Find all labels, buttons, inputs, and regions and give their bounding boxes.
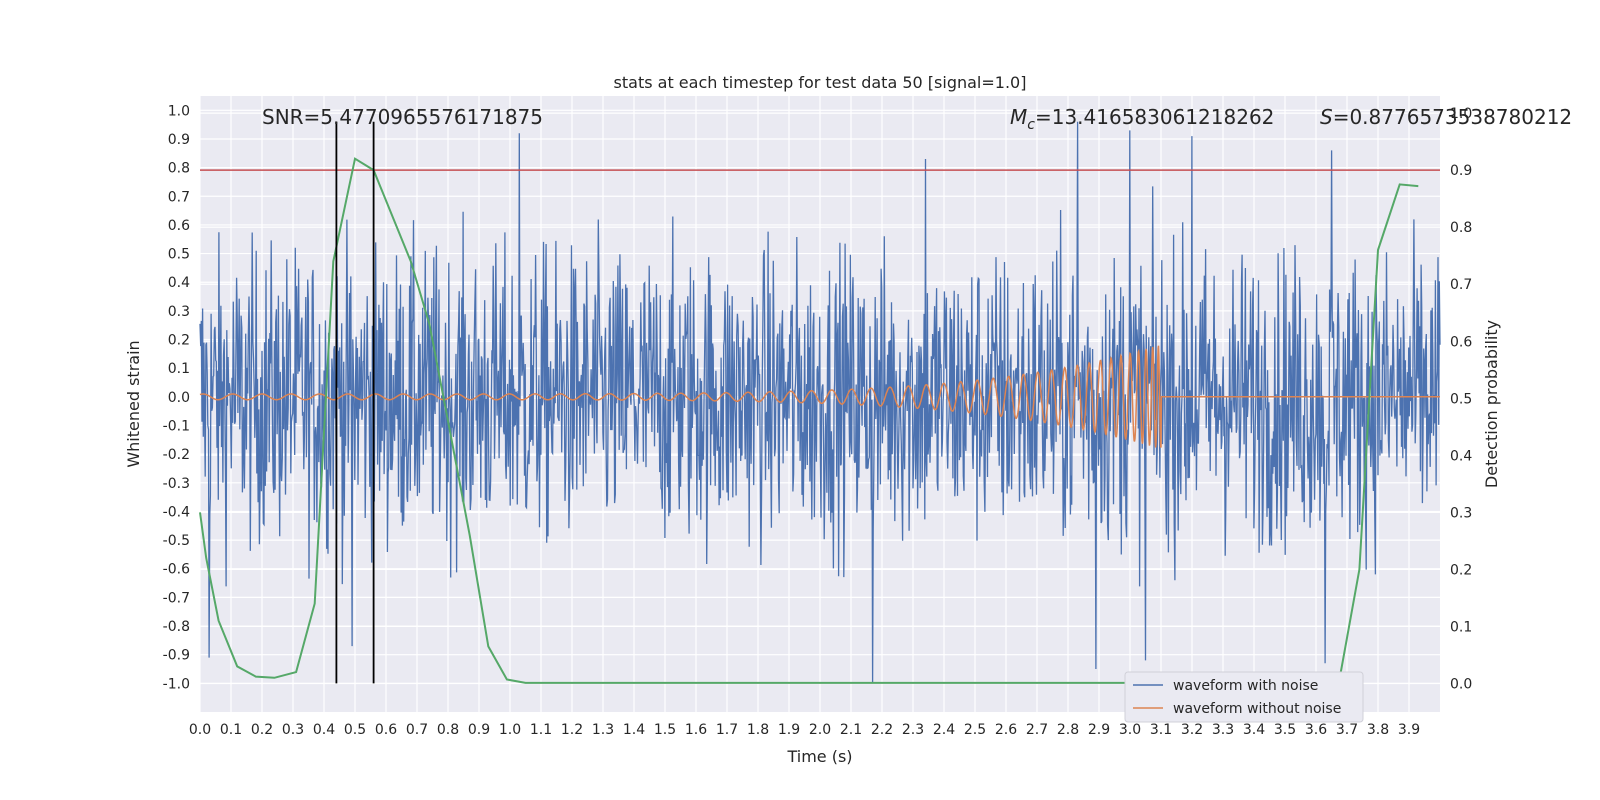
x-tick-label: 0.1 [220,722,242,738]
s-value: =0.8776573538780212 [1333,105,1572,129]
y-tick-label: 0.3 [168,304,190,320]
x-tick-label: 0.9 [468,722,490,738]
x-tick-label: 2.4 [933,722,955,738]
mc-value: =13.416583061218262 [1035,105,1274,129]
vertical-markers [335,121,375,684]
s-annotation: S=0.8776573538780212 [1320,105,1572,129]
y-tick-labels: 1.0 0.9 0.8 0.7 0.6 0.5 0.4 0.3 0.2 0.1 0.0 -0.1 -0.… [163,103,190,692]
legend-label-noise: waveform with noise [1173,678,1318,694]
x-tick-label: 3.2 [1181,722,1203,738]
x-tick-label: 3.8 [1367,722,1389,738]
x-tick-label: 0.5 [344,722,366,738]
y-right-tick-label: 0.5 [1450,391,1472,407]
x-tick-label: 3.1 [1150,722,1172,738]
mc-symbol: M [1010,105,1027,129]
y-right-tick-label: 0.3 [1450,505,1472,521]
x-tick-label: 0.3 [282,722,304,738]
x-tick-label: 1.2 [561,722,583,738]
noise-line [199,121,1441,684]
mc-annotation: Mc=13.416583061218262 [1010,105,1274,133]
legend-box [1124,671,1364,723]
x-tick-label: 3.4 [1243,722,1265,738]
x-tick-label: 2.1 [840,722,862,738]
x-tick-label: 3.7 [1336,722,1358,738]
x-tick-label: 1.5 [654,722,676,738]
y-tick-label: 0.7 [168,189,190,205]
y-tick-label: -1.0 [163,676,190,692]
y-tick-label: 0.4 [168,275,190,291]
x-tick-label: 0.4 [313,722,335,738]
y-tick-label: 0.9 [168,132,190,148]
x-tick-label: 3.0 [1119,722,1141,738]
x-tick-label: 0.8 [437,722,459,738]
y-tick-label: 0.6 [168,218,190,234]
x-tick-label: 3.6 [1305,722,1327,738]
y-tick-label: -0.7 [163,590,190,606]
y-tick-label: -0.1 [163,418,190,434]
x-tick-label: 3.9 [1398,722,1420,738]
y-right-tick-label: 0.4 [1450,448,1472,464]
x-tick-label: 2.3 [902,722,924,738]
y-tick-label: -0.3 [163,476,190,492]
y-tick-label: 0.2 [168,333,190,349]
x-tick-label: 1.9 [778,722,800,738]
y-right-tick-label: 0.9 [1450,163,1472,179]
x-tick-label: 0.7 [406,722,428,738]
y-tick-label: 0.8 [168,161,190,177]
x-tick-labels: 0.0 0.1 0.2 0.3 0.4 0.5 0.6 0.7 0.8 0.9 1.0 1.1 1.2 1… [189,722,1420,738]
x-tick-label: 2.8 [1057,722,1079,738]
x-tick-label: 1.1 [530,722,552,738]
mc-subscript: c [1027,117,1035,133]
x-tick-label: 1.0 [499,722,521,738]
y-axis-label: Whitened strain [124,340,143,467]
x-tick-label: 3.3 [1212,722,1234,738]
y-tick-label: 0.5 [168,247,190,263]
legend-label-clean: waveform without noise [1173,701,1341,717]
y-right-tick-label: 0.6 [1450,334,1472,350]
series-waveform-without-noise [199,345,1440,448]
y-tick-label: 1.0 [168,103,190,119]
y-tick-label: 0.0 [168,390,190,406]
y-right-tick-label: 0.8 [1450,220,1472,236]
x-tick-label: 2.0 [809,722,831,738]
y-tick-label: -0.5 [163,533,190,549]
x-tick-label: 2.2 [871,722,893,738]
y-tick-label: -0.4 [163,504,190,520]
snr-annotation: SNR=5.4770965576171875 [262,105,543,129]
x-tick-label: 1.3 [592,722,614,738]
x-axis-label: Time (s) [786,747,852,766]
x-tick-label: 0.6 [375,722,397,738]
series-waveform-with-noise [199,121,1441,684]
y-right-tick-label: 0.2 [1450,562,1472,578]
y-right-tick-label: 0.1 [1450,619,1472,635]
x-tick-label: 2.7 [1026,722,1048,738]
x-tick-label: 3.5 [1274,722,1296,738]
y-right-tick-label: 1.0 [1450,106,1472,122]
chirp-line [199,345,1440,448]
x-tick-label: 1.4 [623,722,645,738]
x-tick-label: 1.7 [716,722,738,738]
x-tick-label: 2.6 [995,722,1017,738]
x-tick-label: 1.8 [747,722,769,738]
y-tick-label: -0.6 [163,562,190,578]
y-tick-label: -0.2 [163,447,190,463]
y-tick-label: 0.1 [168,361,190,377]
chart-title: stats at each timestep for test data 50 … [614,73,1027,92]
x-tick-label: 0.0 [189,722,211,738]
x-tick-label: 2.5 [964,722,986,738]
s-symbol: S [1320,105,1333,129]
x-tick-label: 0.2 [251,722,273,738]
y-tick-label: -0.8 [163,619,190,635]
y-right-tick-label: 0.0 [1450,676,1472,692]
y-right-tick-labels: 1.0 0.9 0.8 0.7 0.6 0.5 0.4 0.3 0.2 0.1 0.0 [1450,106,1472,692]
legend: waveform with noise waveform without noi… [1124,671,1364,723]
y-right-axis-label: Detection probability [1482,320,1501,488]
x-tick-label: 2.9 [1088,722,1110,738]
y-right-tick-label: 0.7 [1450,277,1472,293]
x-tick-label: 1.6 [685,722,707,738]
y-tick-label: -0.9 [163,648,190,664]
